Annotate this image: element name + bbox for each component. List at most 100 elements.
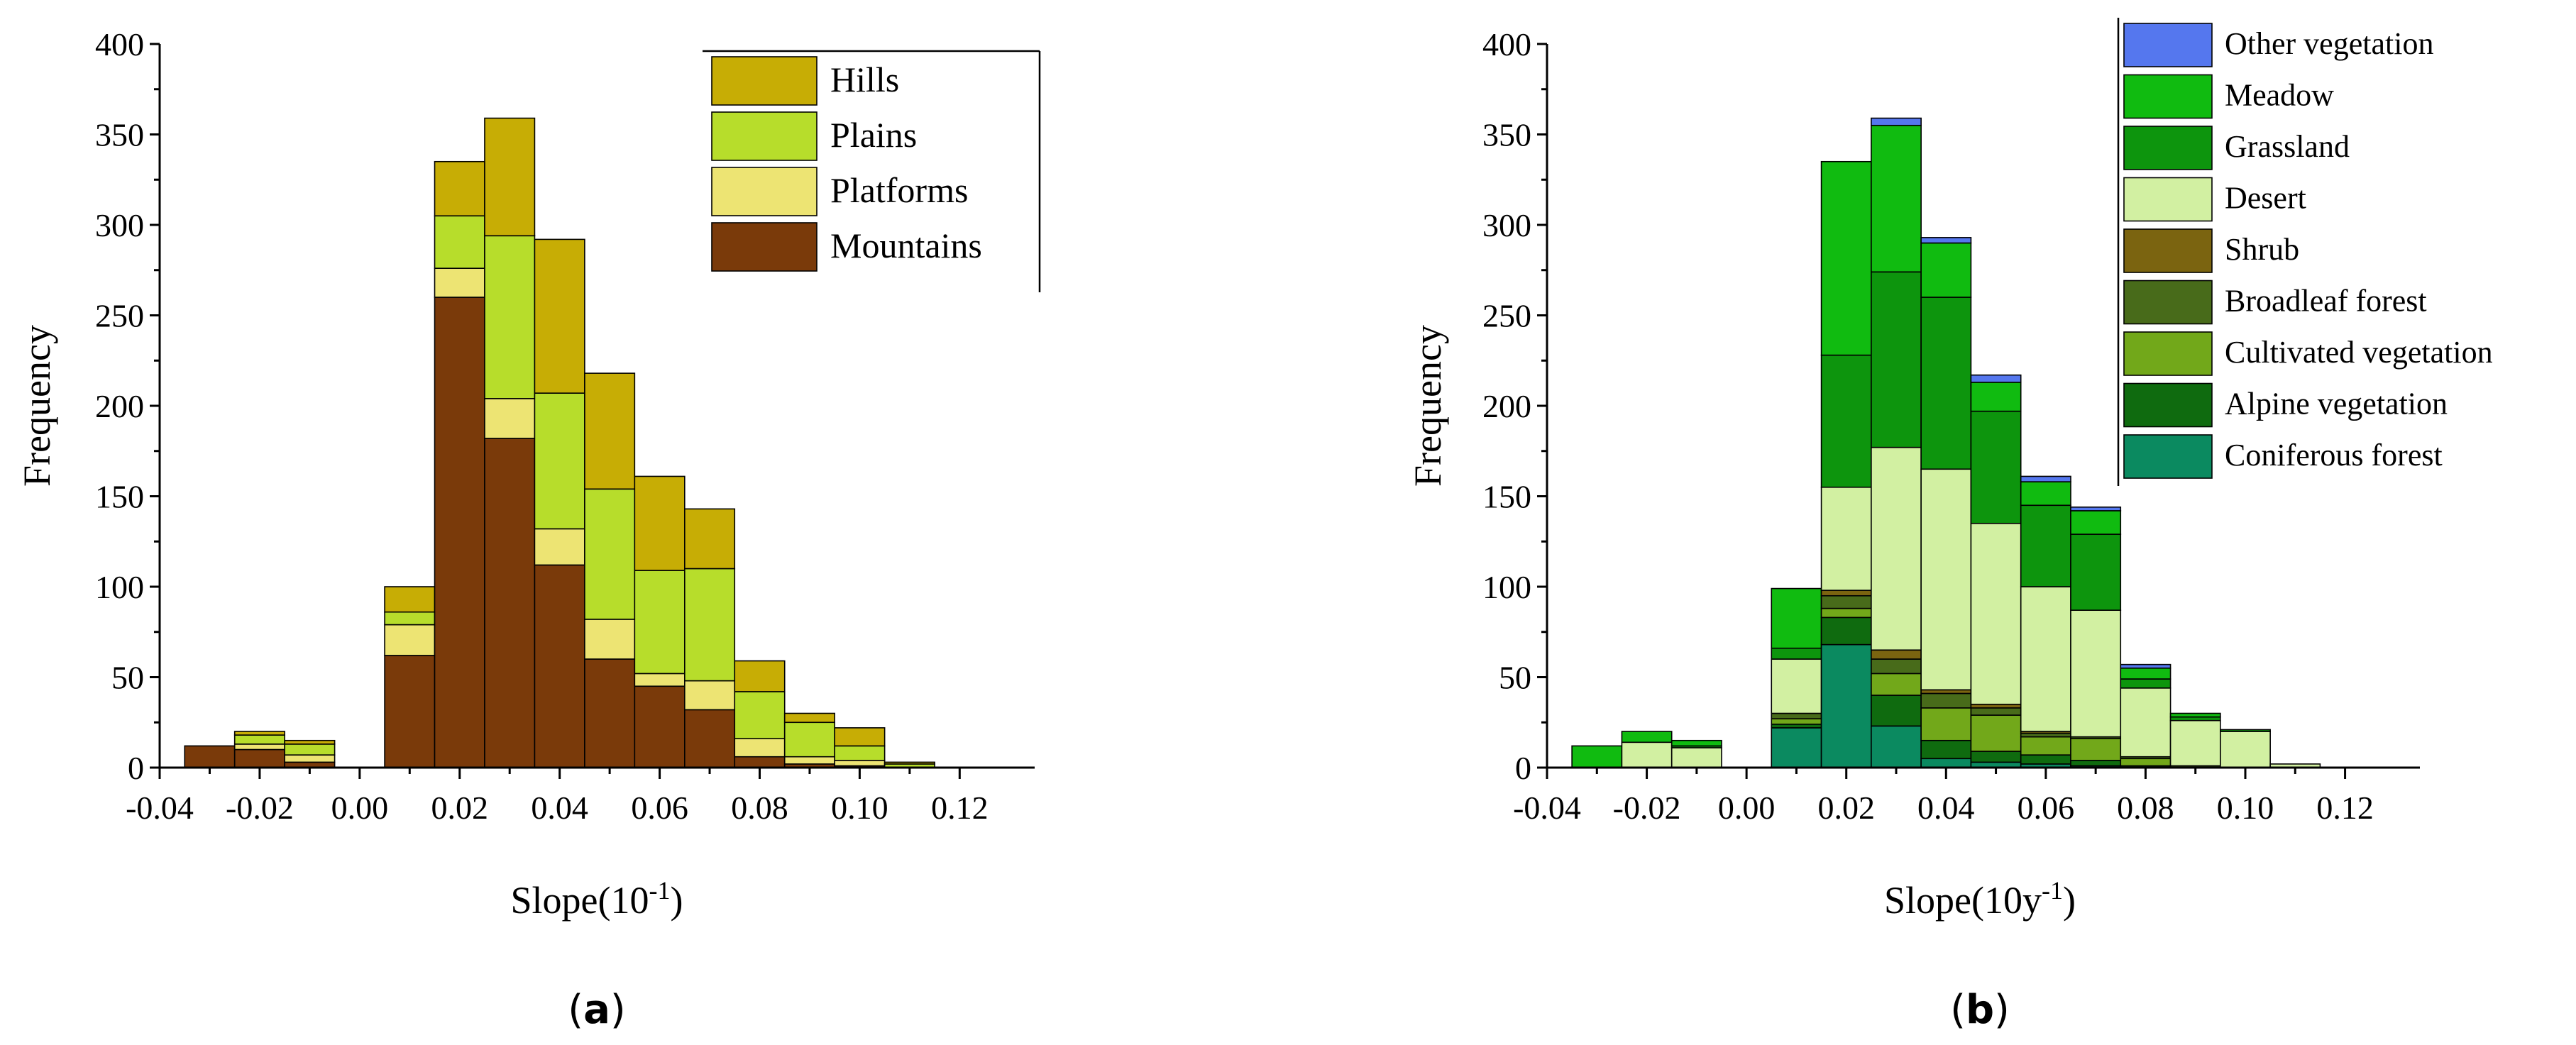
x-axis-title-main: Slope(10 (511, 879, 649, 922)
bar-segment (484, 438, 536, 768)
bar-segment (1820, 617, 1872, 646)
legend: Hills Plains Platforms Mountains (703, 50, 1041, 292)
x-tick-label: -0.02 (226, 790, 294, 826)
bar-segment (2120, 667, 2172, 680)
x-tick-label: 0.08 (2117, 790, 2174, 826)
bar-segment (2020, 586, 2071, 732)
bar-segment (384, 655, 436, 768)
bar-segment (1771, 712, 1822, 719)
bar-segment (683, 508, 736, 570)
legend-swatch (711, 222, 818, 272)
x-tick-label: 0.06 (2018, 790, 2075, 826)
bar-segment (384, 611, 436, 626)
panel-label-close: ) (610, 987, 626, 1033)
legend-label: Alpine vegetation (2225, 387, 2448, 421)
legend-item: Shrub (2123, 228, 2299, 273)
legend-item: Grassland (2123, 126, 2350, 170)
bar-segment (1970, 382, 2022, 412)
x-ticks: -0.04 -0.02 0.00 0.02 0.04 0.06 0.08 0.10 0.12 (1513, 768, 2374, 826)
legend-label: Hills (830, 60, 899, 99)
bar-segment (1920, 468, 1972, 691)
bar-segment (1820, 643, 1872, 768)
bar-segment (534, 392, 585, 530)
bar-segment (783, 721, 835, 758)
legend-label: Broadleaf forest (2225, 284, 2427, 319)
x-tick-label: 0.00 (1718, 790, 1776, 826)
bar-segment (1920, 237, 1972, 244)
bar-segment (634, 685, 686, 768)
bar-segment (434, 297, 485, 768)
y-axis-title: Frequency (1407, 325, 1449, 487)
legend-label: Desert (2225, 181, 2306, 216)
legend-swatch (2123, 23, 2213, 67)
bar-segment (384, 586, 436, 613)
bar-segment (783, 756, 835, 765)
bar-segment (1970, 707, 2022, 716)
bar-segment (1970, 522, 2022, 705)
x-tick-label: 0.12 (2316, 790, 2374, 826)
bar-segment (1871, 271, 1922, 448)
bar-segment (783, 712, 835, 724)
bar-segment (634, 475, 686, 571)
legend-label: Other vegetation (2225, 26, 2433, 61)
legend: Other vegetation Meadow Grassland Desert Shr… (2117, 18, 2493, 486)
bar-segment (534, 528, 585, 566)
bar-segment (1920, 707, 1972, 741)
x-tick-label: 0.12 (931, 790, 989, 826)
y-tick-label: 100 (1482, 569, 1531, 605)
chart-panel-b: 0 50 100 150 200 250 300 350 400 -0.04 -0.02 0.00 0… (1407, 18, 2493, 1033)
panel-label-letter: b (1966, 987, 1994, 1033)
bar-segment (2020, 481, 2071, 507)
legend-swatch (2123, 382, 2213, 428)
bar-segment (2020, 736, 2071, 756)
bar-segment (1871, 695, 1922, 727)
y-axis-title: Frequency (16, 325, 58, 487)
panel-label-open: ( (568, 987, 583, 1033)
bar-segment (1820, 595, 1872, 609)
bar-segment (2220, 731, 2271, 768)
bar-segment (2070, 510, 2122, 535)
bar-segment (1820, 160, 1872, 356)
bar-segment (2220, 729, 2271, 732)
x-tick-label: 0.10 (831, 790, 888, 826)
legend-item: Plains (711, 111, 917, 161)
bar-segment (1871, 649, 1922, 660)
bar-segment (634, 673, 686, 687)
bars-group (184, 117, 935, 768)
legend-label: Cultivated vegetation (2225, 335, 2493, 370)
bar-segment (1771, 718, 1822, 725)
bar-segment (2070, 506, 2122, 512)
bar-segment (683, 680, 736, 711)
legend-label: Meadow (2225, 78, 2334, 113)
x-tick-label: 0.06 (631, 790, 688, 826)
bar-segment (1820, 354, 1872, 488)
panel-label-a: (a) (568, 987, 626, 1033)
x-axis-title: Slope(10y-1) (1884, 876, 2076, 922)
bar-segment (2070, 738, 2122, 761)
bar-segment (1771, 587, 1822, 649)
x-axis-title: Slope(10-1) (511, 876, 683, 922)
y-tick-label: 150 (95, 479, 144, 515)
bar-segment (1820, 607, 1872, 619)
bar-segment (284, 739, 336, 745)
bar-segment (534, 564, 585, 768)
x-ticks: -0.04 -0.02 0.00 0.02 0.04 0.06 0.08 0.10 0.12 (126, 768, 989, 826)
y-tick-label: 200 (95, 388, 144, 424)
y-tick-label: 100 (95, 569, 144, 605)
legend-item: Mountains (711, 222, 982, 272)
bar-segment (1771, 647, 1822, 660)
bar-segment (1871, 124, 1922, 273)
bar-segment (584, 488, 636, 620)
y-tick-label: 0 (1515, 750, 1531, 786)
chart-panel-a: 0 50 100 150 200 250 300 350 400 -0.04 -0.02 0.00 0… (16, 26, 1041, 1033)
bar-segment (434, 215, 485, 269)
bar-segment (484, 397, 536, 439)
bar-segment (634, 570, 686, 675)
bar-segment (2120, 758, 2172, 767)
bar-segment (1871, 117, 1922, 126)
panel-label-b: (b) (1950, 987, 2010, 1033)
bar-segment (584, 619, 636, 660)
bars-group (1571, 117, 2321, 768)
y-tick-label: 350 (95, 117, 144, 153)
bar-segment (1871, 725, 1922, 768)
